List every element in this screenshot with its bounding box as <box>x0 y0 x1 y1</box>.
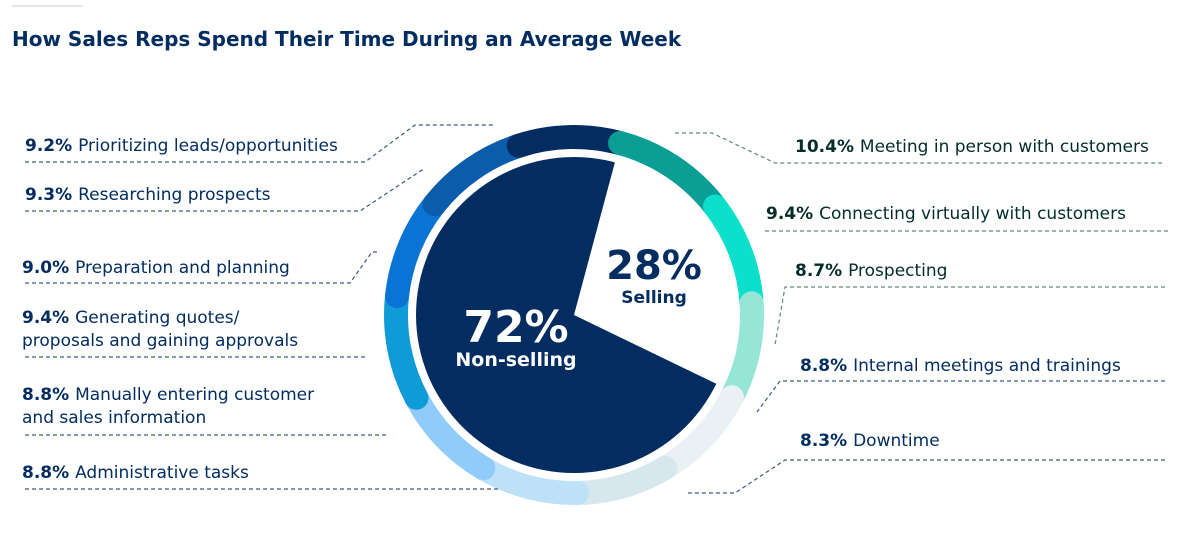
slice-pct: 9.3% <box>25 185 78 205</box>
slice-label-text-cont: proposals and gaining approvals <box>22 331 298 351</box>
selling-label: Selling <box>621 288 687 308</box>
ring-segment <box>721 302 764 403</box>
slice-label: 9.0% Preparation and planning <box>22 258 290 278</box>
ring-segment-cap <box>703 194 728 219</box>
slice-pct: 8.8% <box>22 463 75 483</box>
ring-segment-cap <box>404 385 429 410</box>
slice-label-text: 9.4% Connecting virtually with customers <box>766 204 1126 224</box>
pie-center <box>416 157 733 473</box>
leader-line <box>675 132 1165 164</box>
slice-label: 10.4% Meeting in person with customers <box>795 137 1149 157</box>
ring-segment <box>515 125 624 158</box>
slice-pct: 8.8% <box>22 385 75 405</box>
slice-label-text: 8.8% Internal meetings and trainings <box>800 356 1121 376</box>
ring-segment-cap <box>719 385 744 410</box>
leader-line <box>756 380 1165 413</box>
leader-line <box>25 124 495 163</box>
slice-pct: 9.4% <box>766 204 819 224</box>
slice-name: Internal meetings and trainings <box>853 356 1121 376</box>
ring-segment-cap <box>422 192 447 217</box>
slice-name: and sales information <box>22 408 206 428</box>
slice-name: Meeting in person with customers <box>860 137 1149 157</box>
slice-label: 9.3% Researching prospects <box>25 185 271 205</box>
slice-label-text: 8.8% Administrative tasks <box>22 463 249 483</box>
slice-label-text-cont: and sales information <box>22 408 206 428</box>
slice-label-text: 8.8% Manually entering customer <box>22 385 314 405</box>
slice-label: 8.8% Internal meetings and trainings <box>800 356 1121 376</box>
slice-label: 9.2% Prioritizing leads/opportunities <box>25 136 338 156</box>
slice-name: proposals and gaining approvals <box>22 331 298 351</box>
non-selling-summary: 72% Non-selling <box>455 302 576 371</box>
slice-label-text: 9.0% Preparation and planning <box>22 258 290 278</box>
slice-name: Prospecting <box>848 261 947 281</box>
slice-label-text: 9.2% Prioritizing leads/opportunities <box>25 136 338 156</box>
slice-label-text: 8.7% Prospecting <box>795 261 947 281</box>
slice-name: Generating quotes/ <box>75 308 240 328</box>
slice-name: Manually entering customer <box>75 385 314 405</box>
ring-segment <box>616 131 725 214</box>
ring-segment-cap <box>565 480 590 505</box>
ring-segment-cap <box>506 133 531 158</box>
selling-summary: 28% Selling <box>606 243 702 308</box>
ring-segment-cap <box>653 455 678 480</box>
slice-label: 9.4% Generating quotes/proposals and gai… <box>22 308 298 351</box>
ring-segment <box>384 294 428 404</box>
slice-name: Downtime <box>853 431 940 451</box>
leader-line <box>774 286 1165 346</box>
leader-lines <box>25 124 1168 494</box>
slice-name: Prioritizing leads/opportunities <box>78 136 338 156</box>
leader-line <box>688 459 1165 494</box>
donut-ring <box>384 125 764 505</box>
slice-label: 8.3% Downtime <box>800 431 940 451</box>
leader-line <box>25 167 426 212</box>
leader-line <box>25 251 380 284</box>
slice-label: 8.8% Administrative tasks <box>22 463 249 483</box>
slice-pct: 9.0% <box>22 258 75 278</box>
slice-label-text: 9.3% Researching prospects <box>25 185 271 205</box>
slice-name: Preparation and planning <box>75 258 290 278</box>
slice-label: 8.7% Prospecting <box>795 261 947 281</box>
slice-label: 8.8% Manually entering customer and sales… <box>22 385 314 428</box>
selling-pct: 28% <box>606 243 702 289</box>
slice-name: Researching prospects <box>78 185 271 205</box>
slice-label: 9.4% Connecting virtually with customers <box>766 204 1126 224</box>
slice-pct: 10.4% <box>795 137 860 157</box>
ring-segment-cap <box>608 131 633 156</box>
slice-name: Administrative tasks <box>75 463 249 483</box>
ring-segment-cap <box>739 291 764 316</box>
slice-pct: 8.8% <box>800 356 853 376</box>
slice-name: Connecting virtually with customers <box>819 204 1126 224</box>
slice-label-text: 8.3% Downtime <box>800 431 940 451</box>
slice-pct: 9.4% <box>22 308 75 328</box>
chart-title: How Sales Reps Spend Their Time During a… <box>12 27 682 51</box>
slice-pct: 9.2% <box>25 136 78 156</box>
slice-label-text: 10.4% Meeting in person with customers <box>795 137 1149 157</box>
slice-pct: 8.3% <box>800 431 853 451</box>
slice-labels: 9.2% Prioritizing leads/opportunities 9.3… <box>22 136 1149 483</box>
ring-segment-cap <box>385 284 410 309</box>
slice-pct: 8.7% <box>795 261 848 281</box>
non-selling-label: Non-selling <box>455 349 576 371</box>
slice-label-text: 9.4% Generating quotes/ <box>22 308 240 328</box>
ring-segment-cap <box>471 456 496 481</box>
selling-wedge <box>574 161 733 385</box>
non-selling-pct: 72% <box>463 302 568 353</box>
